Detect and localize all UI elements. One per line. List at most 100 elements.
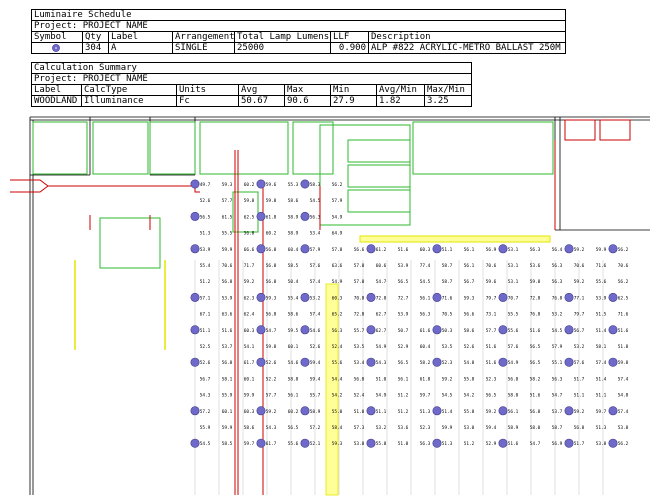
grid-value: 54.1	[244, 344, 255, 350]
grid-value: 53.2	[310, 295, 321, 301]
grid-value: 72.7	[398, 295, 409, 301]
luminaire-symbol-icon	[564, 438, 574, 448]
description-cell: ALP #822 ACRYLIC-METRO BALLAST 250M	[368, 43, 565, 53]
grid-value: 59.2	[244, 279, 255, 285]
grid-value: 62.7	[376, 328, 387, 334]
luminaire-symbol-icon	[300, 244, 310, 254]
luminaire-schedule-title-row: Luminaire Schedule	[32, 10, 565, 21]
grid-value: 72.8	[354, 312, 365, 318]
grid-value: 63.6	[222, 312, 233, 318]
grid-value: 55.9	[200, 425, 211, 431]
illuminance-grid: 49.7 59.3 60.2 59.6 55.3 58.3 56.2 52.6 57.7 59.8…	[200, 182, 629, 447]
luminaire-symbol-icon	[432, 325, 442, 335]
grid-value: 54.2	[464, 393, 475, 399]
grid-value: 57.8	[354, 279, 365, 285]
grid-value: 59.2	[574, 409, 585, 415]
grid-value: 61.6	[420, 328, 431, 334]
arrangement-cell: SINGLE	[172, 43, 234, 53]
grid-value: 52.3	[486, 376, 497, 382]
col-avg-min: Avg/Min	[376, 85, 424, 95]
yellow-line	[74, 260, 166, 350]
grid-value: 59.5	[288, 328, 299, 334]
luminaire-schedule: Luminaire Schedule Project: PROJECT NAME…	[31, 9, 566, 54]
grid-value: 61.5	[222, 214, 233, 220]
grid-value: 59.2	[574, 279, 585, 285]
grid-value: 53.4	[310, 231, 321, 237]
luminaire-symbol-icon	[498, 438, 508, 448]
door-outline	[599, 119, 631, 141]
grid-value: 59.7	[596, 409, 607, 415]
grid-value: 56.7	[464, 279, 475, 285]
luminaire-symbol-icon	[608, 406, 618, 416]
grid-value: 57.7	[266, 393, 277, 399]
grid-value: 51.5	[596, 312, 607, 318]
grid-value: 56.1	[288, 393, 299, 399]
grid-value: 58.1	[596, 344, 607, 350]
luminaire-symbol-icon	[366, 244, 376, 254]
grid-value: 54.8	[464, 360, 475, 366]
yellow-aisle	[325, 283, 339, 496]
grid-value: 70.5	[442, 312, 453, 318]
grid-value: 60.2	[266, 231, 277, 237]
grid-value: 56.7	[200, 376, 211, 382]
grid-value: 51.0	[354, 409, 365, 415]
grid-value: 51.8	[398, 441, 409, 447]
grid-value: 60.2	[288, 409, 299, 415]
grid-value: 72.8	[376, 295, 387, 301]
grid-value: 72.8	[530, 295, 541, 301]
room-outline	[347, 189, 411, 213]
room-outline	[292, 121, 334, 175]
grid-value: 57.4	[596, 360, 607, 366]
grid-value: 73.1	[486, 312, 497, 318]
col-label: Label	[34, 85, 62, 95]
grid-value: 62.5	[244, 214, 255, 220]
grid-value: 52.6	[464, 344, 475, 350]
luminaire-symbol-icon	[366, 325, 376, 335]
grid-value: 55.4	[200, 263, 211, 269]
grid-value: 53.2	[552, 312, 563, 318]
grid-value: 51.1	[200, 328, 211, 334]
luminaire-circle-icon	[52, 44, 60, 52]
avg-min-cell: 1.82	[376, 96, 424, 106]
luminaire-symbols	[190, 179, 618, 448]
grid-value: 58.7	[442, 279, 453, 285]
grid-value: 54.6	[310, 328, 321, 334]
luminaire-symbol-icon	[432, 438, 442, 448]
grid-value: 57.2	[200, 409, 211, 415]
grid-value: 58.3	[310, 182, 321, 188]
grid-value: 56.2	[618, 441, 629, 447]
grid-value: 56.8	[266, 247, 277, 253]
grid-value: 55.6	[508, 328, 519, 334]
grid-value: 54.3	[266, 425, 277, 431]
grid-value: 59.4	[310, 376, 321, 382]
grid-value: 51.4	[596, 376, 607, 382]
room-outline	[32, 121, 88, 175]
grid-value: 58.5	[222, 441, 233, 447]
grid-value: 59.7	[420, 393, 431, 399]
grid-value: 59.8	[266, 198, 277, 204]
grid-value: 66.6	[244, 247, 255, 253]
grid-value: 56.5	[486, 393, 497, 399]
room-outline	[347, 139, 411, 163]
luminaire-symbol-icon	[190, 211, 200, 221]
grid-value: 53.7	[552, 409, 563, 415]
grid-value: 54.7	[266, 328, 277, 334]
grid-value: 55.8	[376, 441, 387, 447]
grid-value: 56.1	[464, 247, 475, 253]
grid-value: 59.9	[442, 425, 453, 431]
grid-value: 58.8	[288, 376, 299, 382]
grid-value: 55.7	[310, 393, 321, 399]
grid-value: 51.2	[398, 393, 409, 399]
grid-value: 56.7	[574, 328, 585, 334]
col-llf: LLF	[330, 32, 368, 42]
grid-value: 53.8	[354, 441, 365, 447]
grid-value: 54.7	[376, 279, 387, 285]
grid-value: 50.3	[442, 328, 453, 334]
luminaire-symbol-icon	[256, 438, 266, 448]
grid-value: 56.8	[266, 279, 277, 285]
luminaire-symbol-icon	[256, 211, 266, 221]
grid-value: 56.8	[266, 312, 277, 318]
luminaire-symbol-icon	[190, 325, 200, 335]
grid-value: 51.6	[618, 328, 629, 334]
grid-value: 59.9	[222, 247, 233, 253]
